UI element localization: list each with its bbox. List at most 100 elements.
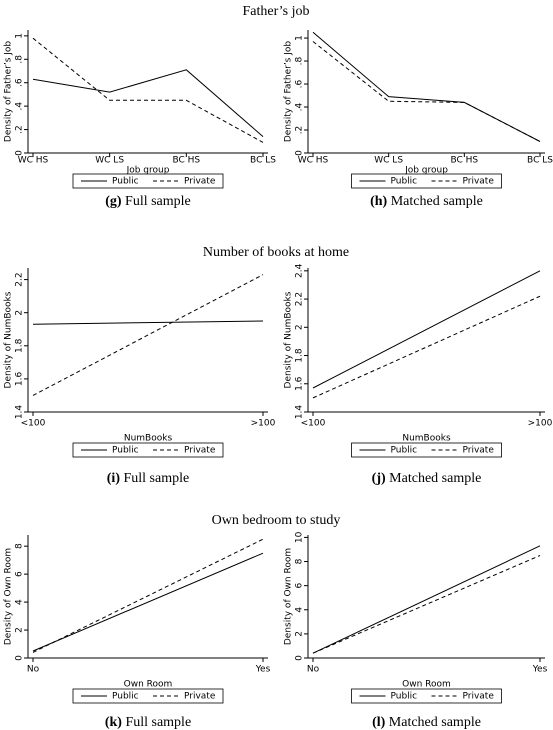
legend-label: Public bbox=[112, 177, 139, 187]
caption-text: Full sample bbox=[125, 194, 191, 209]
y-tick-label: 1.6 bbox=[295, 376, 305, 391]
legend-label: Public bbox=[391, 177, 418, 187]
legend-label: Private bbox=[184, 177, 216, 187]
caption-text: Full sample bbox=[125, 715, 191, 730]
y-tick-label: .2 bbox=[15, 125, 25, 134]
series-line bbox=[32, 552, 264, 652]
legend-label: Private bbox=[184, 692, 216, 702]
legend-label: Private bbox=[463, 446, 495, 456]
legend-box bbox=[351, 688, 502, 704]
series-line bbox=[32, 37, 264, 143]
y-tick-label: 0 bbox=[15, 655, 25, 661]
y-tick-label: 2.2 bbox=[295, 292, 305, 306]
x-tick-label: WC HS bbox=[298, 156, 329, 166]
x-tick-label: Yes bbox=[255, 665, 271, 675]
legend-box bbox=[72, 442, 224, 458]
x-tick-label: WC LS bbox=[374, 156, 403, 166]
x-tick-label: BC HS bbox=[173, 156, 201, 166]
y-tick-label: 1.4 bbox=[15, 405, 25, 420]
legend-box bbox=[72, 688, 224, 704]
y-axis-title: Density of NumBooks bbox=[4, 291, 14, 388]
x-tick-label: WC LS bbox=[95, 156, 124, 166]
y-tick-label: 10 bbox=[295, 531, 305, 543]
y-tick-label: .2 bbox=[295, 126, 305, 135]
y-tick-label: .8 bbox=[295, 56, 305, 65]
legend-label: Private bbox=[463, 692, 495, 702]
y-tick-label: 2.2 bbox=[15, 272, 25, 286]
x-tick-label: <100 bbox=[21, 419, 46, 429]
series-line bbox=[312, 545, 541, 654]
series-line bbox=[32, 69, 264, 137]
x-tick-label: Yes bbox=[532, 665, 548, 675]
caption: (l) Matched sample bbox=[372, 715, 481, 730]
caption-text: Matched sample bbox=[389, 471, 481, 486]
y-tick-label: .6 bbox=[295, 79, 305, 88]
section-title: Number of books at home bbox=[203, 245, 349, 260]
caption: (j) Matched sample bbox=[372, 471, 482, 486]
caption-label: (k) bbox=[105, 715, 122, 730]
caption-label: (i) bbox=[107, 471, 121, 486]
y-tick-label: 1 bbox=[15, 33, 25, 39]
x-tick-label: <100 bbox=[301, 419, 326, 429]
y-tick-label: .4 bbox=[15, 102, 25, 111]
caption-label: (j) bbox=[372, 471, 386, 486]
x-tick-label: BC LS bbox=[527, 156, 553, 166]
x-axis-title: Job group bbox=[126, 166, 170, 176]
y-tick-label: 1 bbox=[295, 35, 305, 41]
y-axis-title: Density of Own Room bbox=[284, 548, 294, 645]
y-tick-label: 0 bbox=[15, 150, 25, 156]
x-axis-title: Own Room bbox=[124, 680, 173, 690]
caption: (g) Full sample bbox=[105, 194, 191, 209]
legend-label: Private bbox=[184, 446, 216, 456]
y-tick-label: 4 bbox=[295, 607, 305, 613]
caption-text: Matched sample bbox=[391, 194, 483, 209]
legend-box bbox=[351, 173, 502, 189]
x-tick-label: BC LS bbox=[250, 156, 276, 166]
x-axis-title: NumBooks bbox=[402, 434, 451, 444]
x-tick-label: No bbox=[307, 665, 320, 675]
y-tick-label: .8 bbox=[15, 55, 25, 64]
series-line bbox=[32, 274, 264, 396]
section-title: Own bedroom to study bbox=[212, 513, 341, 528]
legend-label: Public bbox=[112, 446, 139, 456]
caption: (i) Full sample bbox=[107, 471, 189, 486]
x-axis-title: NumBooks bbox=[124, 434, 173, 444]
legend-box bbox=[72, 173, 224, 189]
y-tick-label: 2.4 bbox=[295, 263, 305, 278]
y-tick-label: 2 bbox=[15, 310, 25, 316]
y-tick-label: 0 bbox=[295, 150, 305, 156]
series-line bbox=[312, 41, 541, 142]
series-line bbox=[32, 320, 264, 325]
y-tick-label: 0 bbox=[295, 655, 305, 661]
y-tick-label: 6 bbox=[15, 571, 25, 577]
y-axis-title: Density of Father’s Job bbox=[4, 41, 14, 143]
caption: (k) Full sample bbox=[105, 715, 191, 730]
y-tick-label: 1.8 bbox=[295, 348, 305, 363]
y-tick-label: 2 bbox=[295, 631, 305, 637]
y-tick-label: 4 bbox=[15, 599, 25, 605]
y-tick-label: 8 bbox=[295, 558, 305, 564]
x-axis-title: Job group bbox=[404, 166, 448, 176]
caption-text: Full sample bbox=[123, 471, 189, 486]
y-tick-label: 1.4 bbox=[295, 405, 305, 420]
legend-label: Public bbox=[391, 692, 418, 702]
x-tick-label: No bbox=[27, 665, 40, 675]
y-axis-title: Density of Own Room bbox=[4, 548, 14, 645]
caption-label: (h) bbox=[370, 194, 387, 209]
legend-label: Private bbox=[463, 177, 495, 187]
y-tick-label: 6 bbox=[295, 583, 305, 589]
series-line bbox=[312, 270, 541, 389]
y-tick-label: 1.8 bbox=[15, 338, 25, 353]
y-tick-label: 1.6 bbox=[15, 371, 25, 386]
y-tick-label: 2 bbox=[295, 324, 305, 330]
legend-label: Public bbox=[112, 692, 139, 702]
series-line bbox=[312, 295, 541, 399]
y-tick-label: .4 bbox=[295, 102, 305, 111]
y-tick-label: .6 bbox=[15, 78, 25, 87]
legend-box bbox=[351, 442, 502, 458]
x-axis-title: Own Room bbox=[402, 680, 451, 690]
y-axis-title: Density of Father’s Job bbox=[284, 41, 294, 143]
caption-text: Matched sample bbox=[389, 715, 481, 730]
caption-label: (g) bbox=[105, 194, 122, 209]
